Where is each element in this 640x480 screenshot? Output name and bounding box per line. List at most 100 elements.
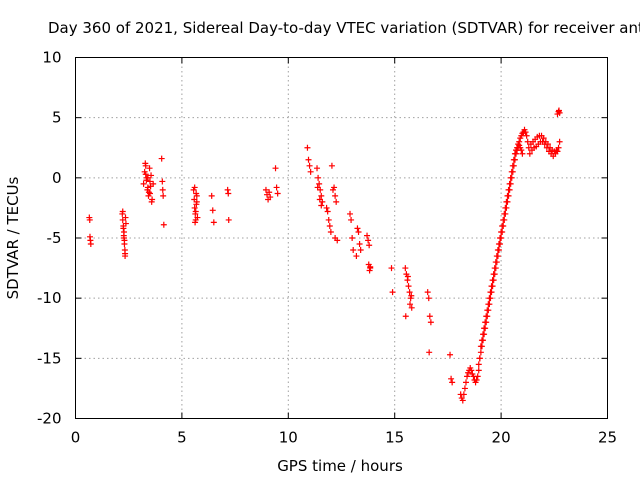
- data-point: [332, 192, 339, 199]
- data-point: [474, 373, 481, 380]
- data-point: [316, 180, 323, 187]
- data-point: [473, 376, 480, 383]
- data-point: [122, 220, 129, 227]
- data-point: [121, 237, 128, 244]
- data-point: [356, 241, 363, 248]
- data-point: [208, 192, 215, 199]
- data-point: [262, 186, 269, 193]
- data-point: [482, 325, 489, 332]
- data-point: [447, 351, 454, 358]
- data-point: [505, 192, 512, 199]
- data-point: [366, 267, 373, 274]
- data-point: [159, 186, 166, 193]
- x-tick-label: 25: [598, 429, 617, 447]
- data-point: [489, 283, 496, 290]
- data-point: [192, 219, 199, 226]
- data-point: [119, 208, 126, 215]
- y-tick-label: 5: [52, 109, 62, 127]
- data-point: [147, 183, 154, 190]
- data-point: [273, 184, 280, 191]
- data-point: [331, 184, 338, 191]
- data-point: [506, 186, 513, 193]
- data-point: [459, 397, 466, 404]
- data-point: [424, 289, 431, 296]
- data-point: [402, 313, 409, 320]
- data-point: [191, 204, 198, 211]
- data-point: [224, 186, 231, 193]
- data-point: [495, 247, 502, 254]
- y-tick-label: -10: [37, 289, 62, 307]
- data-point: [210, 219, 217, 226]
- data-point: [347, 210, 354, 217]
- data-point: [503, 204, 510, 211]
- data-point: [353, 253, 360, 260]
- data-point: [504, 198, 511, 205]
- data-point: [460, 391, 467, 398]
- data-point: [519, 130, 526, 137]
- data-point: [494, 253, 501, 260]
- data-point: [193, 198, 200, 205]
- data-point: [354, 225, 361, 232]
- data-point: [512, 150, 519, 157]
- data-point: [316, 196, 323, 203]
- data-point: [525, 144, 532, 151]
- data-point: [146, 190, 153, 197]
- data-point: [120, 225, 127, 232]
- data-point: [485, 307, 492, 314]
- data-point: [487, 295, 494, 302]
- plot-frame: [75, 57, 608, 419]
- data-point: [427, 319, 434, 326]
- data-point: [407, 301, 414, 308]
- data-point: [402, 265, 409, 272]
- y-tick-label: -20: [37, 410, 62, 428]
- tick-labels: 0 5 10 15 20 25 -20 -15 -10 -5 0 5 10: [37, 49, 617, 447]
- data-point: [484, 313, 491, 320]
- data-point: [194, 214, 201, 221]
- data-point: [328, 162, 335, 169]
- data-point: [408, 292, 415, 299]
- data-point: [500, 222, 507, 229]
- data-point: [425, 295, 432, 302]
- data-point: [389, 289, 396, 296]
- data-point: [490, 277, 497, 284]
- data-point: [488, 289, 495, 296]
- data-point: [486, 301, 493, 308]
- data-point: [304, 144, 311, 151]
- data-point: [209, 207, 216, 214]
- data-point: [526, 150, 533, 157]
- data-point: [523, 132, 530, 139]
- data-point: [448, 375, 455, 382]
- data-point: [144, 174, 151, 181]
- chart-title: Day 360 of 2021, Sidereal Day-to-day VTE…: [48, 19, 640, 37]
- data-point: [365, 237, 372, 244]
- x-axis-label: GPS time / hours: [277, 457, 403, 475]
- data-point: [318, 202, 325, 209]
- data-point: [364, 232, 371, 239]
- data-point: [327, 228, 334, 235]
- data-point: [324, 208, 331, 215]
- x-tick-label: 15: [385, 429, 404, 447]
- data-point: [86, 216, 93, 223]
- data-point: [518, 147, 525, 154]
- data-point: [478, 343, 485, 350]
- data-point: [315, 174, 322, 181]
- data-point: [408, 304, 415, 311]
- data-point: [122, 250, 129, 257]
- data-point: [540, 135, 547, 142]
- data-point: [522, 129, 529, 136]
- data-point: [541, 141, 548, 148]
- data-point: [499, 228, 506, 235]
- data-point: [193, 190, 200, 197]
- data-point: [325, 216, 332, 223]
- x-tick-label: 10: [279, 429, 298, 447]
- data-point: [350, 247, 357, 254]
- data-point: [468, 367, 475, 374]
- data-point: [493, 259, 500, 266]
- data-point: [191, 184, 198, 191]
- data-point: [556, 138, 563, 145]
- x-tick-label: 20: [492, 429, 511, 447]
- data-point: [556, 109, 563, 116]
- data-point: [449, 379, 456, 386]
- data-point: [159, 178, 166, 185]
- data-point: [480, 337, 487, 344]
